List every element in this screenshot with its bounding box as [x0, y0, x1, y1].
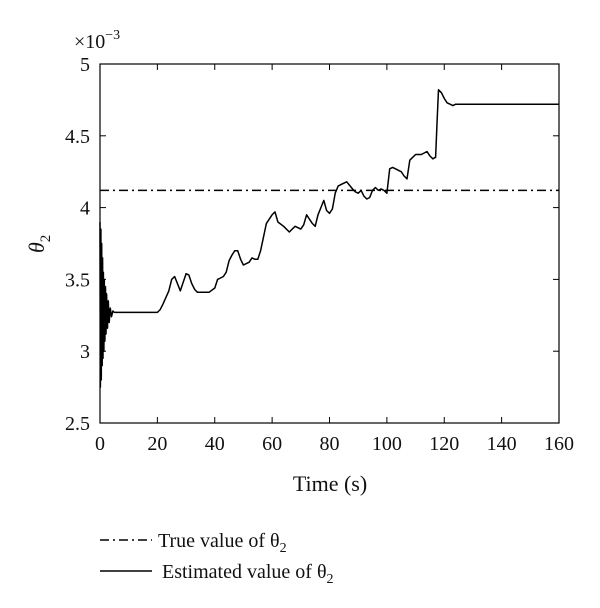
plot-frame [99, 63, 560, 424]
x-tick-label: 0 [95, 433, 105, 455]
x-tick-label: 140 [487, 433, 517, 455]
y-tick-label: 2.5 [65, 413, 90, 435]
x-tick-label: 120 [429, 433, 459, 455]
y-tick-label: 5 [80, 54, 90, 76]
x-tick-label: 100 [372, 433, 402, 455]
x-tick-label: 80 [320, 433, 340, 455]
x-axis-label: Time (s) [293, 471, 367, 496]
y-tick-label: 4.5 [65, 126, 90, 148]
y-tick-label: 3.5 [65, 269, 90, 291]
y-axis-label: θ2 [24, 235, 54, 253]
y-tick-label: 4 [80, 198, 90, 220]
x-tick-label: 160 [544, 433, 574, 455]
y-scale-prefix: ×10−3 [74, 28, 120, 53]
y-tick-label: 3 [80, 341, 90, 363]
legend-text-estimated: Estimated value of θ2 [162, 561, 334, 587]
x-tick-label: 60 [262, 433, 282, 455]
x-tick-label: 20 [147, 433, 167, 455]
estimated-value-line [99, 89, 559, 388]
legend-text-true: True value of θ2 [158, 530, 287, 556]
x-tick-label: 40 [205, 433, 225, 455]
